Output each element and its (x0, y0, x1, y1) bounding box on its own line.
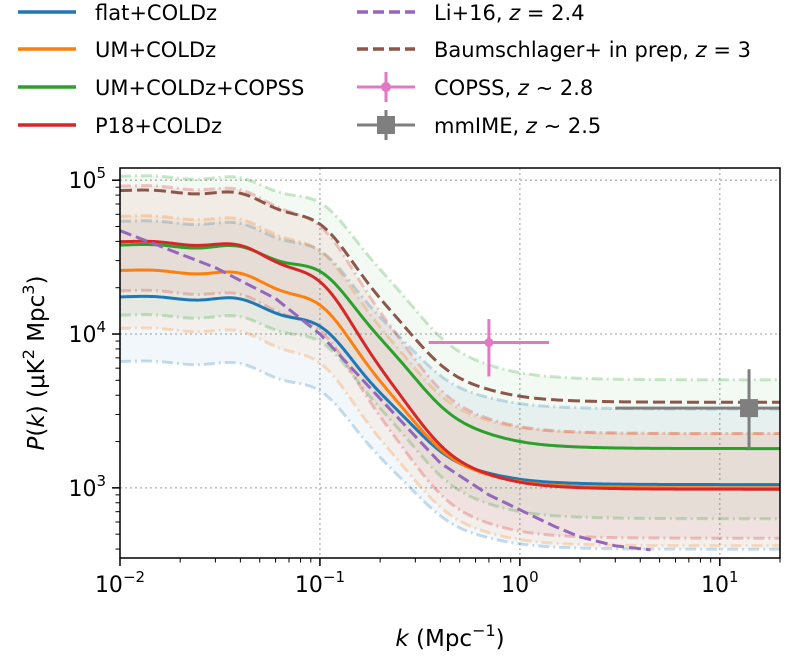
y-tick-label: 103 (68, 472, 106, 502)
band-fill (120, 215, 780, 546)
mmime-point-marker (740, 399, 759, 418)
mmime-point (615, 369, 780, 449)
legend-label: Baumschlager+ in prep, z = 3 (434, 38, 751, 62)
x-tick-label: 100 (501, 568, 539, 598)
copss-point-marker (484, 338, 494, 348)
band-fill (120, 220, 780, 550)
legend-item-li16: Li+16, z = 2.4 (357, 1, 585, 25)
band-lower (120, 326, 780, 548)
legend-label: flat+COLDz (95, 1, 217, 25)
band-upper (120, 184, 780, 436)
band-lower (120, 359, 780, 551)
legend-item-flat: flat+COLDz (18, 1, 217, 25)
legend-item-mmime: mmIME, z ∼ 2.5 (357, 110, 601, 140)
legend-label: UM+COLDz (95, 38, 216, 62)
plot-area (120, 174, 780, 552)
x-tick-label: 10−2 (95, 568, 145, 598)
axes: 10−2 10−1 100 101 103 104 105 k (Mpc−1) P(k) (μK… (19, 164, 781, 652)
y-tick-label: 105 (68, 164, 106, 194)
series-line (120, 188, 780, 404)
band-upper (120, 214, 780, 436)
legend: flat+COLDz UM+COLDz UM+COLDz+COPSS P18+COLD… (18, 1, 751, 140)
plot-frame (119, 167, 781, 559)
x-tick-label: 101 (701, 568, 739, 598)
band-upper (120, 174, 780, 382)
legend-label: mmIME, z ∼ 2.5 (434, 114, 601, 138)
legend-item-copss: COPSS, z ∼ 2.8 (357, 72, 593, 102)
x-axis-label: k (Mpc−1) (395, 621, 504, 652)
legend-label: Li+16, z = 2.4 (434, 1, 585, 25)
y-tick-label: 104 (68, 318, 106, 348)
legend-label: COPSS, z ∼ 2.8 (434, 76, 593, 100)
legend-label: UM+COLDz+COPSS (95, 76, 304, 100)
copss-point (428, 319, 550, 377)
x-tick-label: 10−1 (295, 568, 345, 598)
y-axis-label: P(k) (μK2 Mpc3) (19, 276, 50, 451)
band-lower (120, 313, 780, 521)
legend-swatch-marker (381, 82, 391, 92)
legend-item-p18: P18+COLDz (18, 114, 222, 138)
band-fill (120, 185, 780, 539)
legend-label: P18+COLDz (95, 114, 222, 138)
series-line (120, 242, 780, 451)
series-line (120, 239, 780, 491)
legend-item-baum: Baumschlager+ in prep, z = 3 (357, 38, 751, 62)
band-lower (120, 288, 780, 540)
legend-item-umcopss: UM+COLDz+COPSS (18, 76, 304, 100)
legend-swatch-marker (377, 116, 395, 134)
legend-item-um: UM+COLDz (18, 38, 216, 62)
li16-line (120, 229, 651, 552)
